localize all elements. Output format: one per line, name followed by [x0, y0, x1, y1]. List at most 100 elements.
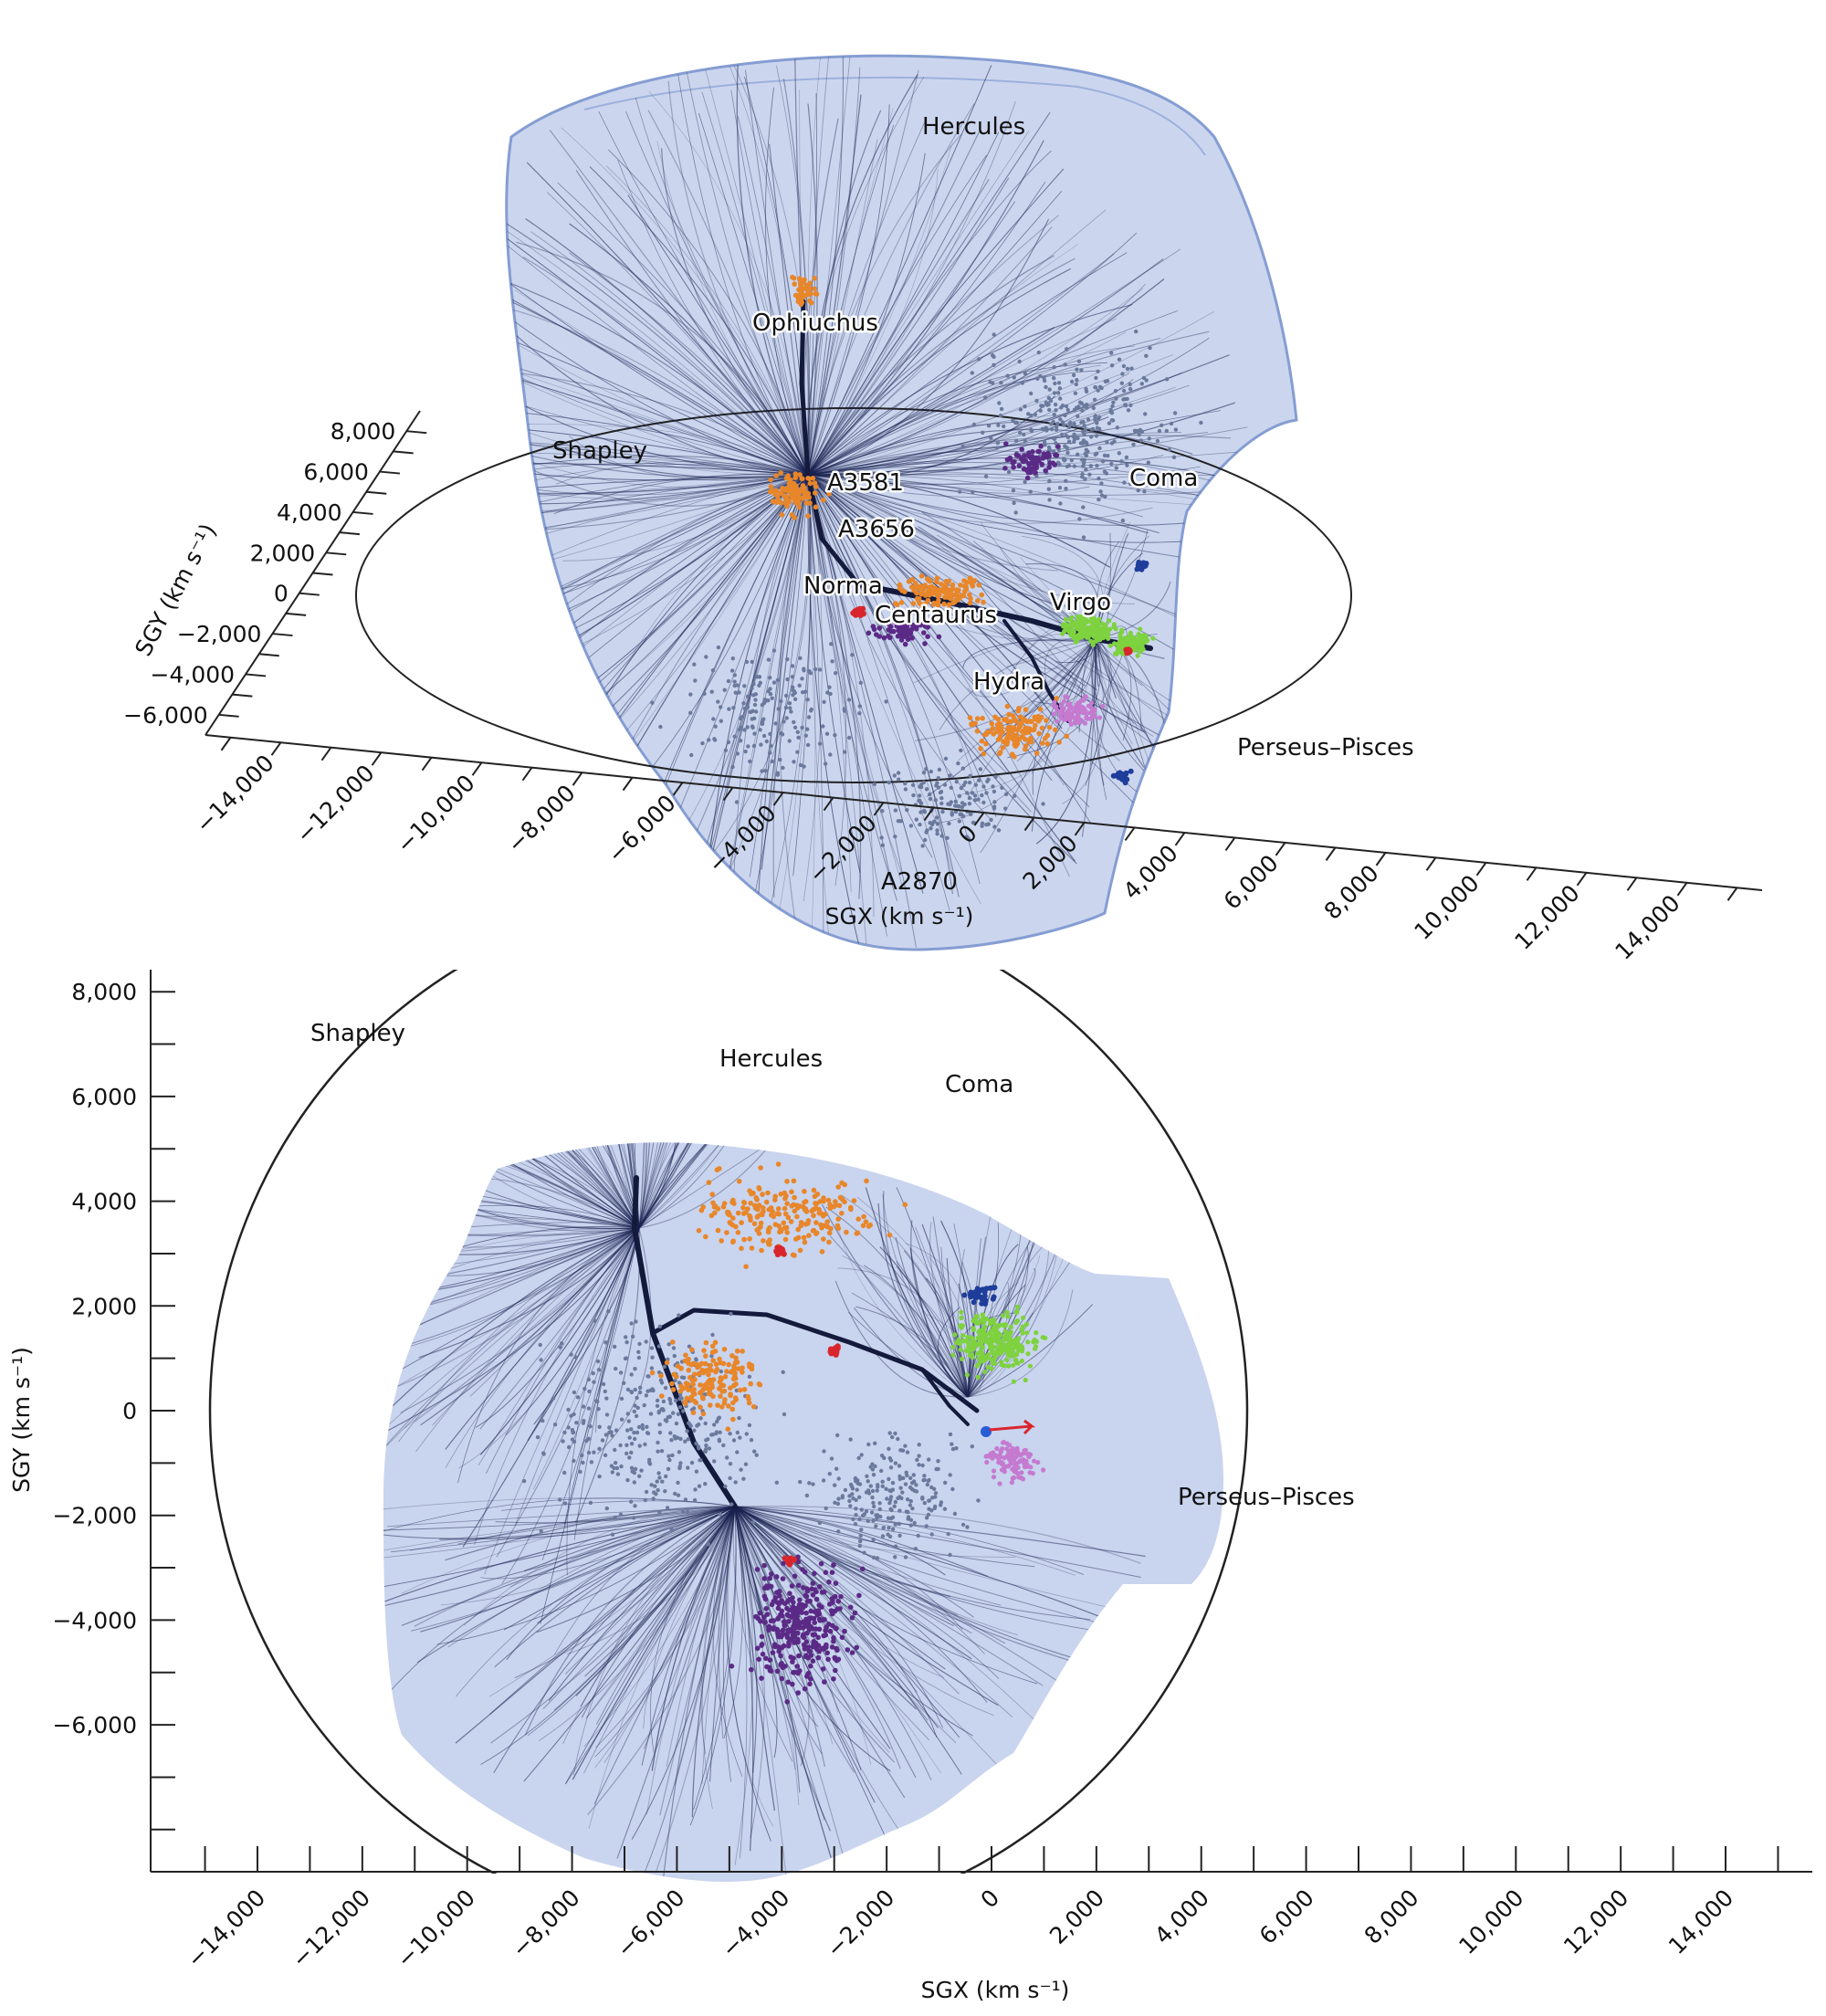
galaxy-point: [802, 485, 807, 490]
galaxy-point: [711, 717, 716, 721]
galaxy-point: [1002, 466, 1008, 471]
galaxy-point: [1096, 388, 1100, 393]
flow-line: [514, 1506, 736, 1679]
flow-line: [807, 474, 1228, 526]
galaxy-point: [677, 1450, 682, 1454]
galaxy-point: [886, 627, 892, 633]
galaxy-point: [644, 1339, 648, 1344]
top-x-tick-label: −10,000: [392, 770, 480, 858]
galaxy-point: [1081, 505, 1086, 509]
label-shapley-bottom: Shapley: [310, 1020, 405, 1047]
galaxy-point: [997, 401, 1002, 405]
galaxy-point: [603, 1433, 609, 1437]
flow-line: [542, 1506, 736, 1710]
galaxy-point: [786, 1619, 792, 1624]
galaxy-point: [1035, 456, 1041, 461]
galaxy-point: [984, 1459, 990, 1465]
galaxy-point: [733, 1480, 738, 1485]
galaxy-point: [952, 1511, 958, 1517]
galaxy-point: [1083, 694, 1088, 699]
flow-line: [763, 474, 812, 932]
flow-line: [451, 1142, 640, 1229]
galaxy-point: [968, 1291, 973, 1297]
galaxy-point: [935, 828, 939, 833]
galaxy-point: [922, 1477, 927, 1483]
galaxy-point: [815, 1634, 821, 1641]
galaxy-point: [812, 276, 817, 281]
flow-line: [589, 166, 809, 476]
galaxy-point: [1046, 402, 1051, 407]
galaxy-point: [782, 1205, 788, 1212]
galaxy-point: [857, 711, 862, 716]
galaxy-point: [917, 798, 921, 803]
galaxy-point: [797, 1668, 803, 1674]
galaxy-point: [1084, 467, 1088, 472]
galaxy-point: [732, 734, 737, 739]
flow-line: [645, 1506, 736, 1815]
flow-line: [383, 1142, 640, 1229]
galaxy-point: [788, 1219, 794, 1224]
galaxy-point: [856, 1455, 861, 1461]
galaxy-point: [731, 706, 736, 710]
flow-line: [807, 103, 818, 476]
galaxy-point: [893, 1461, 898, 1465]
galaxy-point: [1033, 412, 1038, 417]
galaxy-point: [1006, 469, 1012, 475]
galaxy-point: [918, 822, 922, 827]
galaxy-point: [792, 515, 797, 520]
galaxy-point: [680, 1509, 686, 1515]
galaxy-point: [674, 1398, 678, 1403]
flow-line: [567, 1506, 736, 1655]
flow-line: [400, 1227, 640, 1413]
galaxy-point: [871, 1518, 876, 1523]
galaxy-point: [603, 1340, 608, 1345]
galaxy-point: [720, 1204, 727, 1210]
galaxy-point: [792, 1618, 798, 1624]
galaxy-point: [1105, 379, 1110, 383]
galaxy-point: [1103, 494, 1107, 499]
flow-line: [557, 182, 809, 476]
top-x-tick-label: 4,000: [1118, 840, 1183, 905]
galaxy-point: [790, 675, 794, 679]
flow-line: [807, 244, 1078, 476]
galaxy-point: [765, 1190, 771, 1196]
galaxy-point: [756, 1186, 762, 1192]
galaxy-point: [1171, 455, 1177, 459]
galaxy-point: [1123, 770, 1129, 776]
galaxy-point: [791, 275, 797, 281]
galaxy-point: [1047, 460, 1053, 466]
galaxy-point: [903, 781, 908, 786]
flow-line: [399, 1142, 640, 1229]
flow-line: [554, 1142, 640, 1229]
galaxy-point: [862, 1550, 866, 1555]
galaxy-point: [1002, 1342, 1008, 1348]
flow-line: [383, 1227, 640, 1433]
flow-line: [807, 56, 844, 476]
galaxy-point: [789, 1636, 795, 1642]
galaxy-point: [1072, 464, 1077, 468]
galaxy-point: [929, 826, 933, 831]
galaxy-point: [897, 777, 901, 782]
galaxy-point: [848, 1482, 854, 1487]
galaxy-point: [1119, 381, 1125, 385]
galaxy-point: [887, 1446, 891, 1452]
galaxy-point: [1052, 727, 1058, 733]
galaxy-point: [1015, 1345, 1022, 1350]
galaxy-point: [822, 1449, 826, 1454]
galaxy-point: [917, 1463, 921, 1467]
flow-line: [807, 474, 887, 937]
galaxy-point: [691, 1387, 697, 1392]
galaxy-point: [761, 700, 767, 706]
galaxy-point: [950, 1442, 954, 1446]
galaxy-point: [1065, 407, 1070, 413]
galaxy-point: [718, 1375, 724, 1381]
galaxy-point: [816, 1626, 823, 1633]
galaxy-point: [857, 1495, 862, 1500]
flow-line: [734, 1506, 1013, 1717]
galaxy-point: [677, 1405, 683, 1410]
galaxy-point: [768, 1618, 774, 1624]
galaxy-point: [763, 1655, 769, 1662]
label-norma: Norma: [803, 572, 883, 600]
galaxy-point: [797, 683, 802, 688]
galaxy-point: [943, 756, 949, 761]
